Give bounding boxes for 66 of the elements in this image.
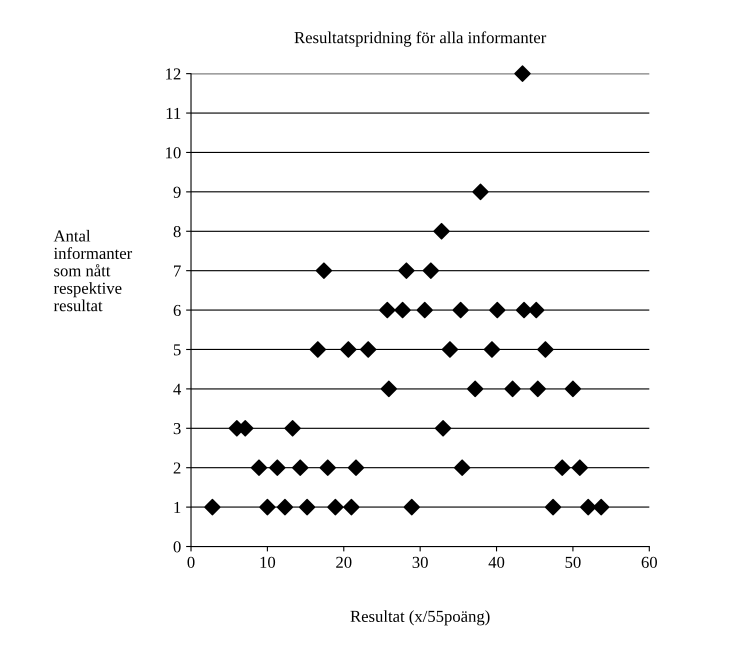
point [380,380,398,398]
y-tick-label: 6 [174,304,181,316]
point [554,459,571,476]
x-tick-label: 30 [412,556,428,568]
point [442,341,458,358]
x-tick-label: 20 [336,556,352,568]
point [422,262,440,279]
y-tick-label: 12 [166,68,180,80]
y-axis-title: Antal informanter som nått respektive resultat [54,230,132,312]
point [276,498,294,516]
point [592,498,610,516]
point [360,341,377,358]
point [529,380,546,398]
x-tick-label: 0 [187,556,195,568]
point [514,65,531,82]
point [484,341,500,358]
point [571,459,588,476]
point [310,341,326,358]
point [327,498,344,516]
point [580,498,596,516]
point [454,459,470,476]
point [250,459,268,476]
point [466,380,484,398]
point [403,498,420,516]
y-tick-label: 5 [174,344,181,356]
point [452,302,469,318]
point [434,420,452,437]
point [316,262,332,279]
point [394,302,411,318]
point [516,302,532,318]
point [298,498,316,516]
point [343,498,360,516]
point [504,380,521,398]
point [319,459,336,476]
y-tick-label: 4 [173,384,182,395]
point [472,184,489,200]
y-tick-label: 0 [174,541,181,552]
point [269,459,286,476]
point [489,302,506,318]
point [537,341,554,358]
y-tick-label: 1 [174,502,180,513]
x-axis-title: Resultat (x/55poäng) [350,610,490,626]
x-tick-label: 60 [642,556,657,568]
point [340,341,357,358]
x-tick-label: 10 [260,556,276,568]
y-tick-label: 11 [166,108,180,119]
point [348,459,364,476]
chart-title: Resultatspridning för alla informanter [294,31,546,47]
y-tick-label: 10 [166,147,181,158]
point [416,302,434,318]
point [433,222,450,240]
y-tick-label: 8 [174,226,181,238]
y-tick-label: 3 [174,423,181,434]
x-tick-label: 50 [566,556,581,568]
point [292,459,309,476]
y-tick-label: 2 [174,462,180,474]
y-tick-label: 7 [174,266,181,276]
point [564,380,582,398]
point [204,498,221,516]
x-tick-label: 40 [488,556,504,568]
point [259,498,276,516]
point [544,498,562,516]
point [379,302,396,318]
point [398,262,415,279]
point [284,420,301,437]
y-tick-label: 9 [173,186,181,198]
